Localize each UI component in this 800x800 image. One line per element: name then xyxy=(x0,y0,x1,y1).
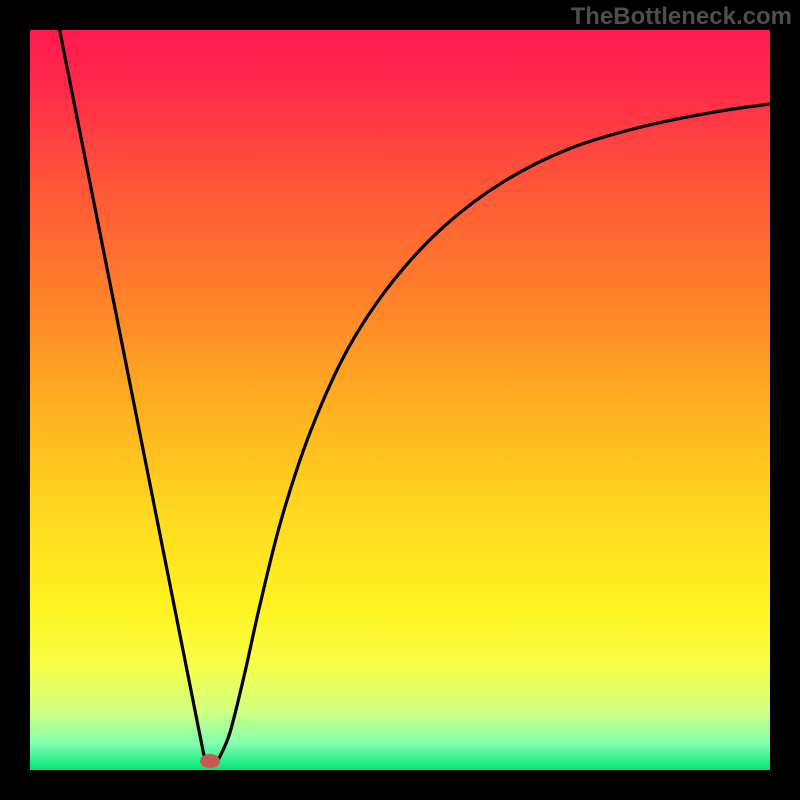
curve-right-segment xyxy=(219,104,770,759)
chart-frame: TheBottleneck.com xyxy=(0,0,800,800)
curve-left-segment xyxy=(60,30,204,755)
watermark-text: TheBottleneck.com xyxy=(571,3,792,31)
plot-area xyxy=(30,30,770,770)
bottleneck-curve xyxy=(30,30,770,770)
optimal-point-marker xyxy=(200,754,220,768)
